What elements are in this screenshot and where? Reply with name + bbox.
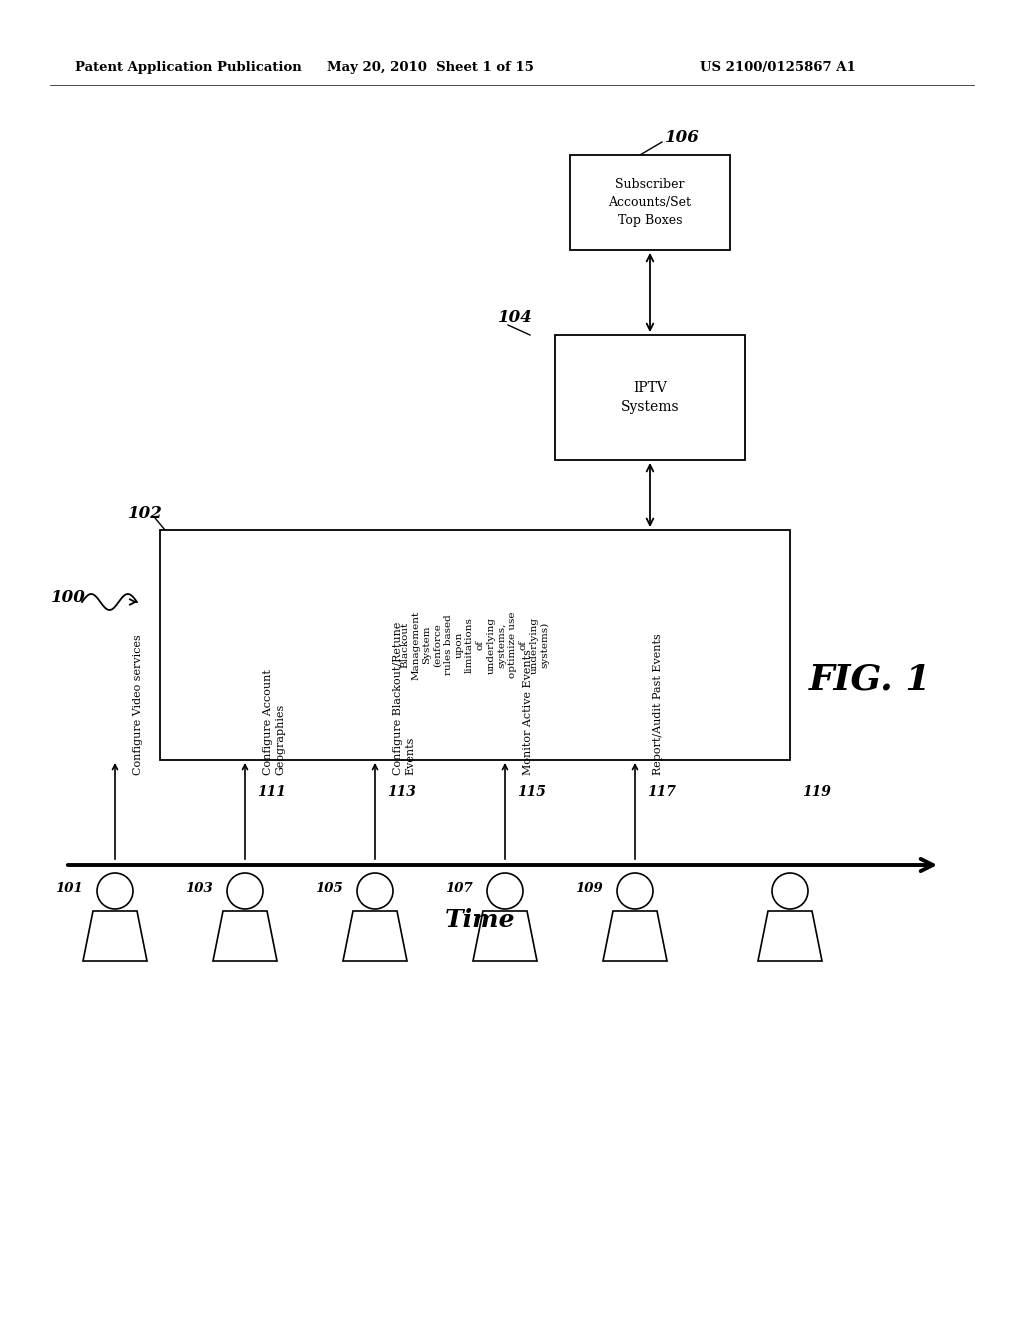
Text: May 20, 2010  Sheet 1 of 15: May 20, 2010 Sheet 1 of 15 xyxy=(327,62,534,74)
Text: 101: 101 xyxy=(55,882,83,895)
Text: 102: 102 xyxy=(128,504,163,521)
Text: 104: 104 xyxy=(498,309,532,326)
Text: Configure Blackout/Retune
Events: Configure Blackout/Retune Events xyxy=(393,622,416,775)
Text: 109: 109 xyxy=(575,882,603,895)
Bar xyxy=(555,335,745,459)
Bar xyxy=(570,154,730,249)
Text: 100: 100 xyxy=(50,590,85,606)
Text: Time: Time xyxy=(444,908,515,932)
Text: Monitor Active Events: Monitor Active Events xyxy=(523,649,534,775)
Text: 115: 115 xyxy=(517,785,546,800)
Text: 106: 106 xyxy=(665,129,699,147)
Text: Configure Account
Geographies: Configure Account Geographies xyxy=(263,669,286,775)
Text: Subscriber
Accounts/Set
Top Boxes: Subscriber Accounts/Set Top Boxes xyxy=(608,178,691,227)
Text: Configure Video services: Configure Video services xyxy=(133,634,143,775)
Text: IPTV
Systems: IPTV Systems xyxy=(621,380,679,414)
Text: 117: 117 xyxy=(647,785,676,800)
Text: 111: 111 xyxy=(257,785,286,800)
Text: US 2100/0125867 A1: US 2100/0125867 A1 xyxy=(700,62,856,74)
Text: 105: 105 xyxy=(315,882,343,895)
Text: FIG. 1: FIG. 1 xyxy=(809,663,931,697)
Bar xyxy=(160,531,790,760)
Text: Report/Audit Past Events: Report/Audit Past Events xyxy=(653,634,663,775)
Text: Patent Application Publication: Patent Application Publication xyxy=(75,62,302,74)
Text: 103: 103 xyxy=(185,882,213,895)
Text: 119: 119 xyxy=(802,785,830,800)
Text: 107: 107 xyxy=(445,882,473,895)
Text: Blackout
Management
System
(enforce
rules based
upon
limitations
of
underlying
s: Blackout Management System (enforce rule… xyxy=(400,610,550,680)
Text: 113: 113 xyxy=(387,785,416,800)
